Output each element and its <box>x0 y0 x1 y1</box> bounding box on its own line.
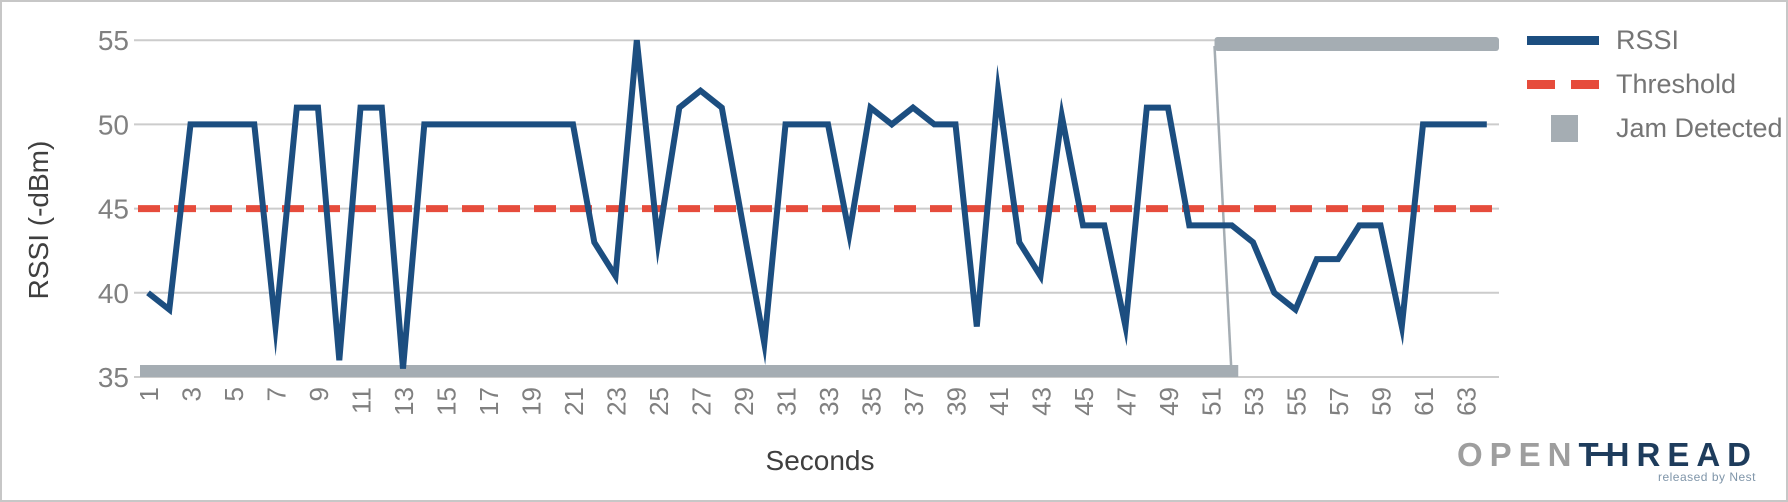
x-tick-label: 33 <box>814 387 844 416</box>
y-tick-label: 55 <box>98 25 129 56</box>
x-tick-label: 9 <box>304 387 334 401</box>
x-tick-label: 53 <box>1239 387 1269 416</box>
x-tick-label: 25 <box>644 387 674 416</box>
x-tick-label: 11 <box>347 387 377 414</box>
y-tick-label: 35 <box>98 362 129 393</box>
x-tick-label: 47 <box>1112 387 1142 416</box>
x-tick-label: 3 <box>177 387 207 401</box>
jam-detected-bottom-band <box>140 365 1239 377</box>
x-tick-label: 45 <box>1069 387 1099 416</box>
jam-square-swatch-icon <box>1551 114 1578 142</box>
x-tick-label: 49 <box>1154 387 1184 416</box>
y-axis-title: RSSI (-dBm) <box>23 141 54 300</box>
logo-open-text: OPEN <box>1456 436 1579 473</box>
y-tick-label: 50 <box>98 109 129 140</box>
rssi-line <box>146 39 1487 369</box>
x-tick-label: 5 <box>219 387 249 401</box>
x-tick-label: 29 <box>729 387 759 416</box>
x-tick-label: 41 <box>984 387 1014 416</box>
x-tick-label: 7 <box>262 387 292 401</box>
x-tick-label: 63 <box>1452 387 1482 416</box>
x-tick-label: 57 <box>1324 387 1354 416</box>
x-tick-label: 61 <box>1409 387 1439 416</box>
chart-legend: RSSI Threshold Jam Detected <box>1527 24 1783 158</box>
x-tick-label: 1 <box>134 387 164 401</box>
legend-label-threshold: Threshold <box>1616 68 1737 99</box>
x-tick-label: 35 <box>857 387 887 416</box>
x-tick-label: 55 <box>1282 387 1312 416</box>
legend-item-threshold: Threshold <box>1527 68 1777 99</box>
logo-tagline: released by Nest <box>1657 470 1756 484</box>
x-tick-label: 21 <box>559 387 589 416</box>
legend-item-jam-detected: Jam Detected <box>1527 113 1783 143</box>
openthread-logo: OPENTHREAD released by Nest <box>1457 436 1758 484</box>
x-tick-label: 37 <box>899 387 929 416</box>
y-tick-label: 40 <box>98 278 129 309</box>
rssi-line-swatch-icon <box>1527 35 1599 45</box>
logo-thread-text: THREAD <box>1578 436 1758 473</box>
x-tick-label: 59 <box>1367 387 1397 416</box>
x-tick-label: 23 <box>602 387 632 416</box>
x-tick-label: 19 <box>517 387 547 416</box>
legend-item-rssi: RSSI <box>1527 24 1777 55</box>
x-tick-label: 43 <box>1027 387 1057 416</box>
x-tick-label: 17 <box>474 387 504 416</box>
x-tick-label: 51 <box>1197 387 1227 416</box>
x-tick-label: 13 <box>389 387 419 416</box>
y-tick-label: 45 <box>98 194 129 225</box>
x-tick-label: 39 <box>942 387 972 416</box>
x-tick-label: 31 <box>772 387 802 416</box>
legend-label-rssi: RSSI <box>1616 24 1680 55</box>
x-tick-label: 15 <box>432 387 462 416</box>
legend-label-jam-detected: Jam Detected <box>1616 112 1783 143</box>
x-tick-label: 27 <box>687 387 717 416</box>
threshold-dash-swatch-icon <box>1527 79 1599 89</box>
jam-detected-top-band <box>1214 37 1499 51</box>
x-axis-title: Seconds <box>766 445 875 476</box>
